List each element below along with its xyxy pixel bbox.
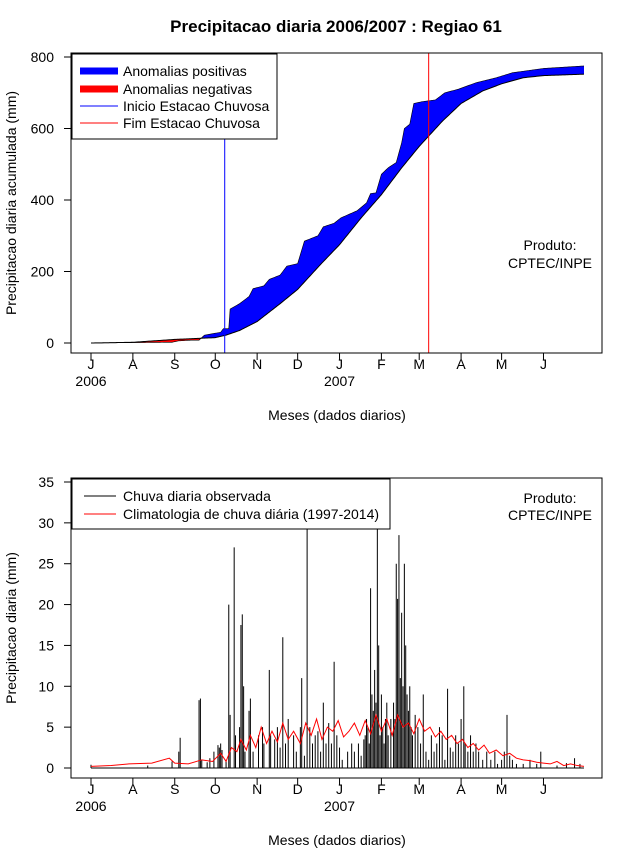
x-tick-label: N xyxy=(252,356,262,372)
observed-cumulative-line xyxy=(90,65,585,344)
y-tick-label: 30 xyxy=(38,515,54,531)
cptec-inpe-label: CPTEC/INPE xyxy=(508,507,592,523)
y-axis-label: Precipitacao diaria acumulada (mm) xyxy=(3,91,19,315)
y-tick-label: 0 xyxy=(46,335,54,351)
x-tick-label: D xyxy=(293,356,303,372)
legend: Chuva diaria observada Climatologia de c… xyxy=(71,478,391,530)
climatology-layer xyxy=(90,713,585,767)
x-tick-label: M xyxy=(413,781,425,797)
legend-label-positive: Anomalias positivas xyxy=(123,63,247,79)
produto-label: Produto: xyxy=(524,237,577,253)
climatology-daily-line xyxy=(90,713,585,767)
produto-label: Produto: xyxy=(524,490,577,506)
x-tick-label: A xyxy=(128,781,138,797)
year-label: 2006 xyxy=(75,373,106,389)
x-tick-label: J xyxy=(540,781,547,797)
y-tick-label: 200 xyxy=(31,264,55,280)
x-tick-label: O xyxy=(210,781,221,797)
legend-label-start: Inicio Estacao Chuvosa xyxy=(123,98,270,114)
x-tick-label: J xyxy=(540,356,547,372)
y-axis: 0 5 10 15 20 25 30 35 xyxy=(38,474,72,776)
y-tick-label: 20 xyxy=(38,597,54,613)
year-label: 2007 xyxy=(324,798,355,814)
legend-box xyxy=(71,478,391,530)
y-tick-label: 10 xyxy=(38,678,54,694)
x-tick-label: F xyxy=(377,356,386,372)
x-axis-label: Meses (dados diarios) xyxy=(268,407,406,423)
x-tick-label: J xyxy=(336,356,343,372)
y-tick-label: 35 xyxy=(38,474,54,490)
x-tick-label: N xyxy=(252,781,262,797)
x-tick-label: J xyxy=(88,356,95,372)
cptec-inpe-label: CPTEC/INPE xyxy=(508,255,592,271)
x-tick-label: D xyxy=(293,781,303,797)
x-tick-label: A xyxy=(456,356,466,372)
x-tick-label: F xyxy=(377,781,386,797)
y-axis: 0 200 400 600 800 xyxy=(31,49,72,351)
climatology-cumulative-line xyxy=(90,73,585,344)
year-label: 2006 xyxy=(75,798,106,814)
y-axis-label: Precipitacao diaria (mm) xyxy=(3,552,19,704)
anomaly-area-layer xyxy=(90,65,585,344)
y-tick-label: 400 xyxy=(31,192,55,208)
legend-label-observed: Chuva diaria observada xyxy=(123,488,271,504)
x-tick-label: A xyxy=(456,781,466,797)
cumulative-chart: Precipitacao diaria 2006/2007 : Regiao 6… xyxy=(3,17,603,423)
y-tick-label: 600 xyxy=(31,121,55,137)
year-label: 2007 xyxy=(324,373,355,389)
y-tick-label: 800 xyxy=(31,49,55,65)
x-tick-label: A xyxy=(128,356,138,372)
y-tick-label: 15 xyxy=(38,637,54,653)
x-tick-label: J xyxy=(88,781,95,797)
x-tick-label: M xyxy=(413,356,425,372)
y-tick-label: 0 xyxy=(46,760,54,776)
legend-label-climatology: Climatologia de chuva diária (1997-2014) xyxy=(123,506,379,522)
x-axis-label: Meses (dados diarios) xyxy=(268,832,406,848)
y-tick-label: 25 xyxy=(38,556,54,572)
x-tick-label: M xyxy=(496,781,508,797)
chart-title: Precipitacao diaria 2006/2007 : Regiao 6… xyxy=(170,17,502,36)
x-tick-label: J xyxy=(336,781,343,797)
x-tick-label: S xyxy=(170,781,179,797)
x-tick-label: S xyxy=(170,356,179,372)
x-tick-label: O xyxy=(210,356,221,372)
y-tick-label: 5 xyxy=(46,719,54,735)
legend-label-negative: Anomalias negativas xyxy=(123,81,252,97)
x-tick-label: M xyxy=(496,356,508,372)
legend: Anomalias positivas Anomalias negativas … xyxy=(71,53,278,140)
legend-label-end: Fim Estacao Chuvosa xyxy=(123,115,260,131)
